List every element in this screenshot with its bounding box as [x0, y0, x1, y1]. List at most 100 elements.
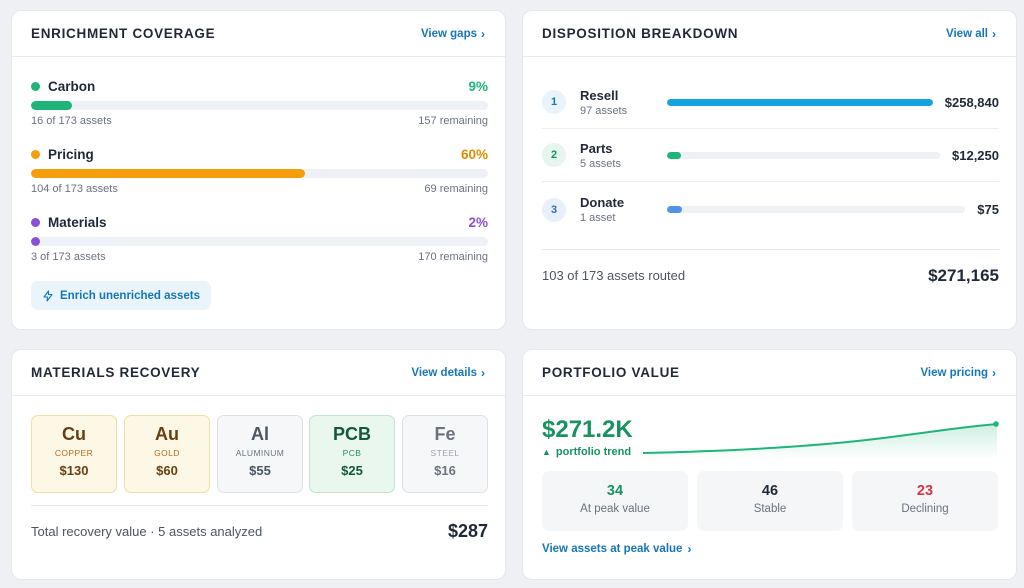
materials-recovery-card: MATERIALS RECOVERY View details › Cu COP… — [11, 349, 506, 580]
materials-footer: Total recovery value · 5 assets analyzed… — [31, 505, 488, 557]
enrichment-item-pricing: Pricing 60% 104 of 173 assets 69 remaini… — [31, 145, 488, 195]
enrichment-progress-fill — [31, 237, 41, 246]
disposition-sub: 5 assets — [580, 157, 621, 170]
material-name: COPPER — [54, 448, 94, 458]
material-name: STEEL — [430, 448, 460, 458]
view-all-label: View all — [946, 27, 988, 40]
stat-label: At peak value — [580, 503, 650, 515]
disposition-value: $75 — [977, 202, 999, 217]
view-assets-peak-label: View assets at peak value — [542, 543, 683, 555]
stat-label: Declining — [901, 503, 949, 515]
enrichment-count: 3 of 173 assets — [31, 251, 106, 263]
enrichment-progress-bar — [31, 101, 488, 110]
stat-stable[interactable]: 46 Stable — [697, 471, 843, 531]
view-all-link[interactable]: View all › — [946, 27, 996, 41]
portfolio-value-card: PORTFOLIO VALUE View pricing › $271.2K ▲… — [522, 349, 1017, 580]
materials-title: MATERIALS RECOVERY — [31, 365, 201, 380]
portfolio-trend-label: portfolio trend — [555, 446, 632, 458]
view-details-link[interactable]: View details › — [411, 366, 485, 380]
disposition-row-resell[interactable]: 1 Resell 97 assets $258,840 — [542, 76, 999, 129]
chevron-right-icon: › — [992, 365, 996, 380]
stat-value: 34 — [606, 483, 624, 499]
enrichment-item-carbon: Carbon 9% 16 of 173 assets 157 remaining — [31, 77, 488, 127]
enrichment-progress-fill — [31, 101, 73, 110]
disposition-row-parts[interactable]: 2 Parts 5 assets $12,250 — [542, 129, 999, 182]
row-number-badge: 3 — [542, 197, 566, 222]
enrichment-remaining: 157 remaining — [418, 115, 488, 127]
material-value: $25 — [341, 463, 363, 478]
pricing-dot-icon — [31, 149, 40, 159]
bolt-icon — [43, 289, 53, 302]
disposition-row-donate[interactable]: 3 Donate 1 asset $75 — [542, 183, 999, 236]
carbon-dot-icon — [31, 81, 40, 91]
portfolio-sparkline — [643, 421, 999, 460]
portfolio-title: PORTFOLIO VALUE — [542, 365, 680, 380]
portfolio-header: PORTFOLIO VALUE View pricing › — [523, 350, 1016, 396]
enrich-unenriched-button[interactable]: Enrich unenriched assets — [31, 281, 211, 310]
material-name: PCB — [342, 448, 362, 458]
view-gaps-link[interactable]: View gaps › — [421, 27, 485, 41]
disposition-bar — [667, 151, 940, 159]
stat-value: 23 — [916, 483, 934, 499]
material-name: GOLD — [154, 448, 180, 458]
material-tile-pcb[interactable]: PCB PCB $25 — [309, 415, 395, 493]
disposition-name: Parts — [580, 140, 613, 156]
material-value: $55 — [249, 463, 271, 478]
material-tile-copper[interactable]: Cu COPPER $130 — [31, 415, 117, 493]
view-pricing-label: View pricing — [920, 366, 988, 379]
view-details-label: View details — [411, 366, 477, 379]
enrich-button-label: Enrich unenriched assets — [60, 289, 200, 302]
recovery-total: $287 — [447, 521, 488, 541]
material-name: ALUMINUM — [235, 448, 285, 458]
chevron-right-icon: › — [687, 542, 692, 556]
disposition-sub: 97 assets — [580, 104, 628, 117]
recovery-summary-label: Total recovery value · 5 assets analyzed — [31, 524, 263, 539]
material-tile-gold[interactable]: Au GOLD $60 — [124, 415, 210, 493]
enrichment-progress-bar — [31, 169, 488, 178]
enrichment-coverage-card: ENRICHMENT COVERAGE View gaps › Carbon 9… — [11, 10, 506, 330]
material-symbol: Au — [155, 424, 179, 444]
materials-dot-icon — [31, 217, 40, 227]
material-symbol: Cu — [62, 424, 86, 444]
disposition-value: $12,250 — [952, 147, 999, 163]
enrichment-percent: 2% — [468, 214, 488, 230]
disposition-bar-fill — [667, 206, 682, 213]
enrichment-remaining: 170 remaining — [418, 251, 488, 263]
enrichment-progress-bar — [31, 237, 488, 246]
view-assets-peak-link[interactable]: View assets at peak value › — [542, 542, 691, 556]
sparkline-line — [643, 423, 998, 454]
assets-routed-label: 103 of 173 assets routed — [542, 268, 686, 283]
chevron-right-icon: › — [481, 365, 485, 380]
view-pricing-link[interactable]: View pricing › — [920, 366, 996, 380]
disposition-footer: 103 of 173 assets routed $271,165 — [542, 249, 999, 301]
enrichment-progress-fill — [31, 169, 306, 178]
enrichment-label: Materials — [48, 214, 107, 230]
disposition-value: $258,840 — [944, 94, 999, 110]
stat-label: Stable — [753, 503, 787, 515]
view-gaps-label: View gaps — [420, 27, 477, 40]
row-number-badge: 2 — [542, 143, 566, 167]
material-tile-aluminum[interactable]: Al ALUMINUM $55 — [217, 415, 303, 493]
trend-up-icon: ▲ — [542, 447, 551, 457]
disposition-bar-fill — [667, 98, 933, 106]
chevron-right-icon: › — [992, 26, 996, 41]
stat-at-peak[interactable]: 34 At peak value — [542, 471, 688, 531]
materials-header: MATERIALS RECOVERY View details › — [12, 350, 505, 396]
disposition-bar — [667, 206, 966, 213]
material-symbol: Al — [251, 424, 269, 444]
portfolio-trend: ▲ portfolio trend — [542, 446, 631, 458]
disposition-title: DISPOSITION BREAKDOWN — [542, 26, 739, 41]
sparkline-end-point — [993, 421, 999, 427]
material-value: $130 — [59, 463, 89, 478]
disposition-header: DISPOSITION BREAKDOWN View all › — [523, 11, 1016, 57]
enrichment-item-materials: Materials 2% 3 of 173 assets 170 remaini… — [31, 213, 488, 263]
enrichment-title: ENRICHMENT COVERAGE — [31, 26, 216, 41]
disposition-bar-fill — [667, 151, 681, 159]
stat-declining[interactable]: 23 Declining — [852, 471, 998, 531]
material-tile-steel[interactable]: Fe STEEL $16 — [402, 415, 488, 493]
enrichment-count: 16 of 173 assets — [31, 115, 112, 127]
disposition-bar — [667, 98, 933, 106]
material-symbol: Fe — [434, 424, 456, 444]
enrichment-label: Carbon — [48, 78, 96, 94]
enrichment-header: ENRICHMENT COVERAGE View gaps › — [12, 11, 505, 57]
